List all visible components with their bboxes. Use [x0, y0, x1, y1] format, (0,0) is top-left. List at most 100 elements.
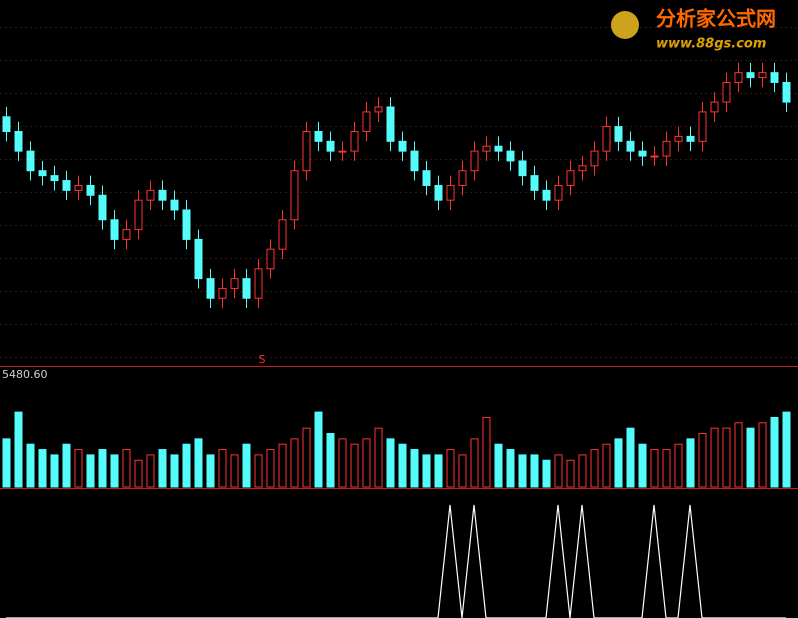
volume-bar — [242, 443, 251, 488]
candle-body — [350, 131, 359, 152]
candle-body — [194, 238, 203, 280]
volume-bar — [782, 411, 791, 488]
volume-bar — [206, 454, 215, 488]
candle-body — [230, 278, 239, 289]
volume-bar — [26, 443, 35, 488]
candle-body — [698, 111, 707, 142]
candle-body — [14, 131, 23, 152]
candle-body — [50, 175, 59, 182]
candle-body — [134, 199, 143, 231]
volume-bar — [590, 449, 599, 488]
candle-body — [662, 140, 671, 157]
volume-bar — [626, 427, 635, 488]
logo — [611, 11, 639, 39]
volume-bar — [506, 449, 515, 488]
candle-body — [422, 170, 431, 186]
volume-bar — [350, 443, 359, 488]
candle-body — [746, 72, 755, 79]
volume-bar — [110, 454, 119, 488]
candle-body — [578, 165, 587, 172]
candle-body — [86, 184, 95, 196]
candle-body — [254, 268, 263, 299]
volume-bar — [314, 411, 323, 488]
volume-bar — [554, 454, 563, 488]
volume-bar — [134, 459, 143, 488]
candle-body — [2, 116, 11, 133]
candle-body — [74, 184, 83, 191]
volume-bar — [686, 438, 695, 488]
candle-body — [458, 170, 467, 186]
volume-bar — [218, 449, 227, 488]
candle-body — [146, 189, 155, 201]
candle-body — [410, 150, 419, 172]
candle-body — [446, 184, 455, 201]
grid-pattern — [0, 0, 798, 360]
candle-body — [170, 199, 179, 211]
candle-body — [770, 72, 779, 83]
candle-body — [362, 111, 371, 133]
volume-bar — [86, 454, 95, 488]
volume-bar — [530, 454, 539, 488]
candle-body — [734, 72, 743, 83]
volume-bar — [146, 454, 155, 488]
volume-bar — [50, 454, 59, 488]
candle-body — [602, 126, 611, 152]
volume-bar — [410, 449, 419, 488]
candle-body — [326, 140, 335, 152]
candle-body — [638, 150, 647, 157]
volume-bar — [578, 454, 587, 488]
candle-body — [338, 150, 347, 153]
candle-body — [158, 189, 167, 201]
volume-bar — [98, 449, 107, 488]
volume-bar — [398, 443, 407, 488]
volume-bar — [458, 454, 467, 488]
volume-bar — [14, 411, 23, 488]
volume-bar — [338, 438, 347, 488]
volume-bar — [158, 449, 167, 488]
volume-bar — [386, 438, 395, 488]
candle-body — [242, 278, 251, 299]
volume-bar — [170, 454, 179, 488]
volume-bar — [638, 443, 647, 488]
volume-bar — [602, 443, 611, 488]
volume-bar — [446, 449, 455, 488]
volume-bar — [326, 433, 335, 488]
volume-bar — [662, 449, 671, 488]
candle-body — [302, 131, 311, 172]
candle-body — [434, 184, 443, 201]
volume-bar — [770, 416, 779, 488]
volume-bar — [374, 427, 383, 488]
candle-body — [98, 194, 107, 221]
volume-bar — [566, 459, 575, 488]
candle-body — [542, 189, 551, 201]
candle-body — [650, 155, 659, 158]
candle-body — [482, 145, 491, 152]
candle-body — [518, 160, 527, 177]
volume-bar — [182, 443, 191, 488]
volume-bar — [74, 449, 83, 488]
volume-bar — [266, 449, 275, 488]
volume-bar — [734, 422, 743, 488]
candle-body — [26, 150, 35, 172]
candle-body — [530, 175, 539, 191]
candle-body — [38, 170, 47, 177]
volume-bar — [494, 443, 503, 488]
volume-bar — [722, 427, 731, 488]
candle-body — [686, 135, 695, 142]
candle-body — [218, 287, 227, 299]
volume-bar — [62, 443, 71, 488]
volume-bar — [230, 454, 239, 488]
candle-body — [182, 209, 191, 240]
candle-body — [110, 219, 119, 240]
candle-body — [314, 131, 323, 142]
candle-body — [62, 180, 71, 191]
volume-bar — [518, 454, 527, 488]
candle-body — [614, 126, 623, 142]
volume-bar — [470, 438, 479, 488]
annotation: S — [259, 353, 266, 366]
volume-bar — [674, 443, 683, 488]
watermark-url: www.88gs.com — [656, 37, 766, 52]
candle-body — [266, 248, 275, 270]
